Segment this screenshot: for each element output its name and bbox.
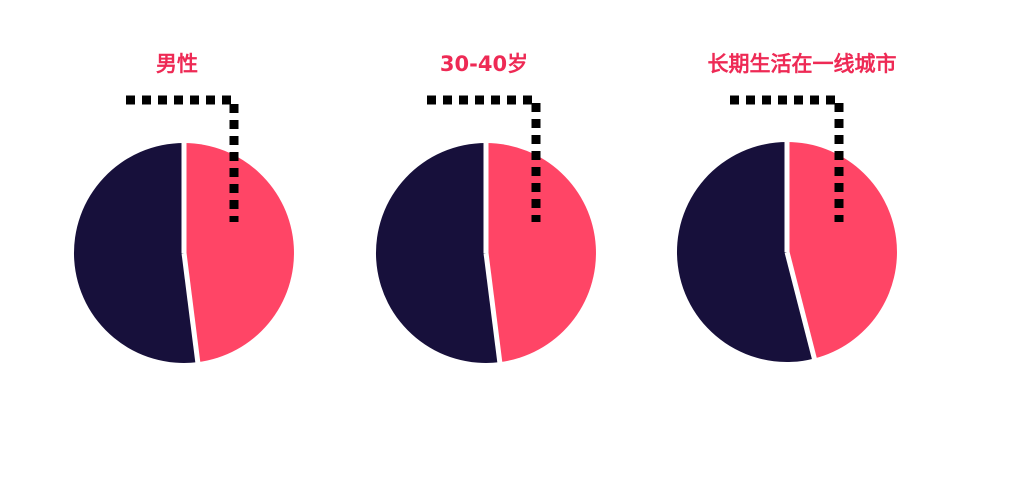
- pie-chart-tier1-city: 长期生活在一线城市: [676, 52, 897, 362]
- leader-line-0: [126, 95, 239, 222]
- pie-slice-1-0: [486, 143, 596, 363]
- slice-separator-0-1: [181, 252, 201, 365]
- pie-slice-2-0: [787, 142, 897, 359]
- pie-slice-1-1: [375, 142, 500, 363]
- chart-title-age-30-40: 30-40岁: [440, 52, 528, 76]
- leader-line-2: [730, 95, 844, 222]
- chart-title-tier1-city: 长期生活在一线城市: [708, 52, 897, 76]
- pie-slice-2-1: [676, 142, 815, 362]
- pie-slice-0-1: [73, 142, 198, 363]
- leader-line-1: [427, 95, 541, 222]
- chart-title-male: 男性: [156, 52, 198, 76]
- slice-separator-2-1: [784, 251, 818, 362]
- pie-slice-0-0: [184, 143, 294, 363]
- slice-separator-1-1: [483, 252, 503, 365]
- pie-chart-male: 男性: [73, 52, 294, 365]
- pie-chart-age-30-40: 30-40岁: [375, 52, 596, 365]
